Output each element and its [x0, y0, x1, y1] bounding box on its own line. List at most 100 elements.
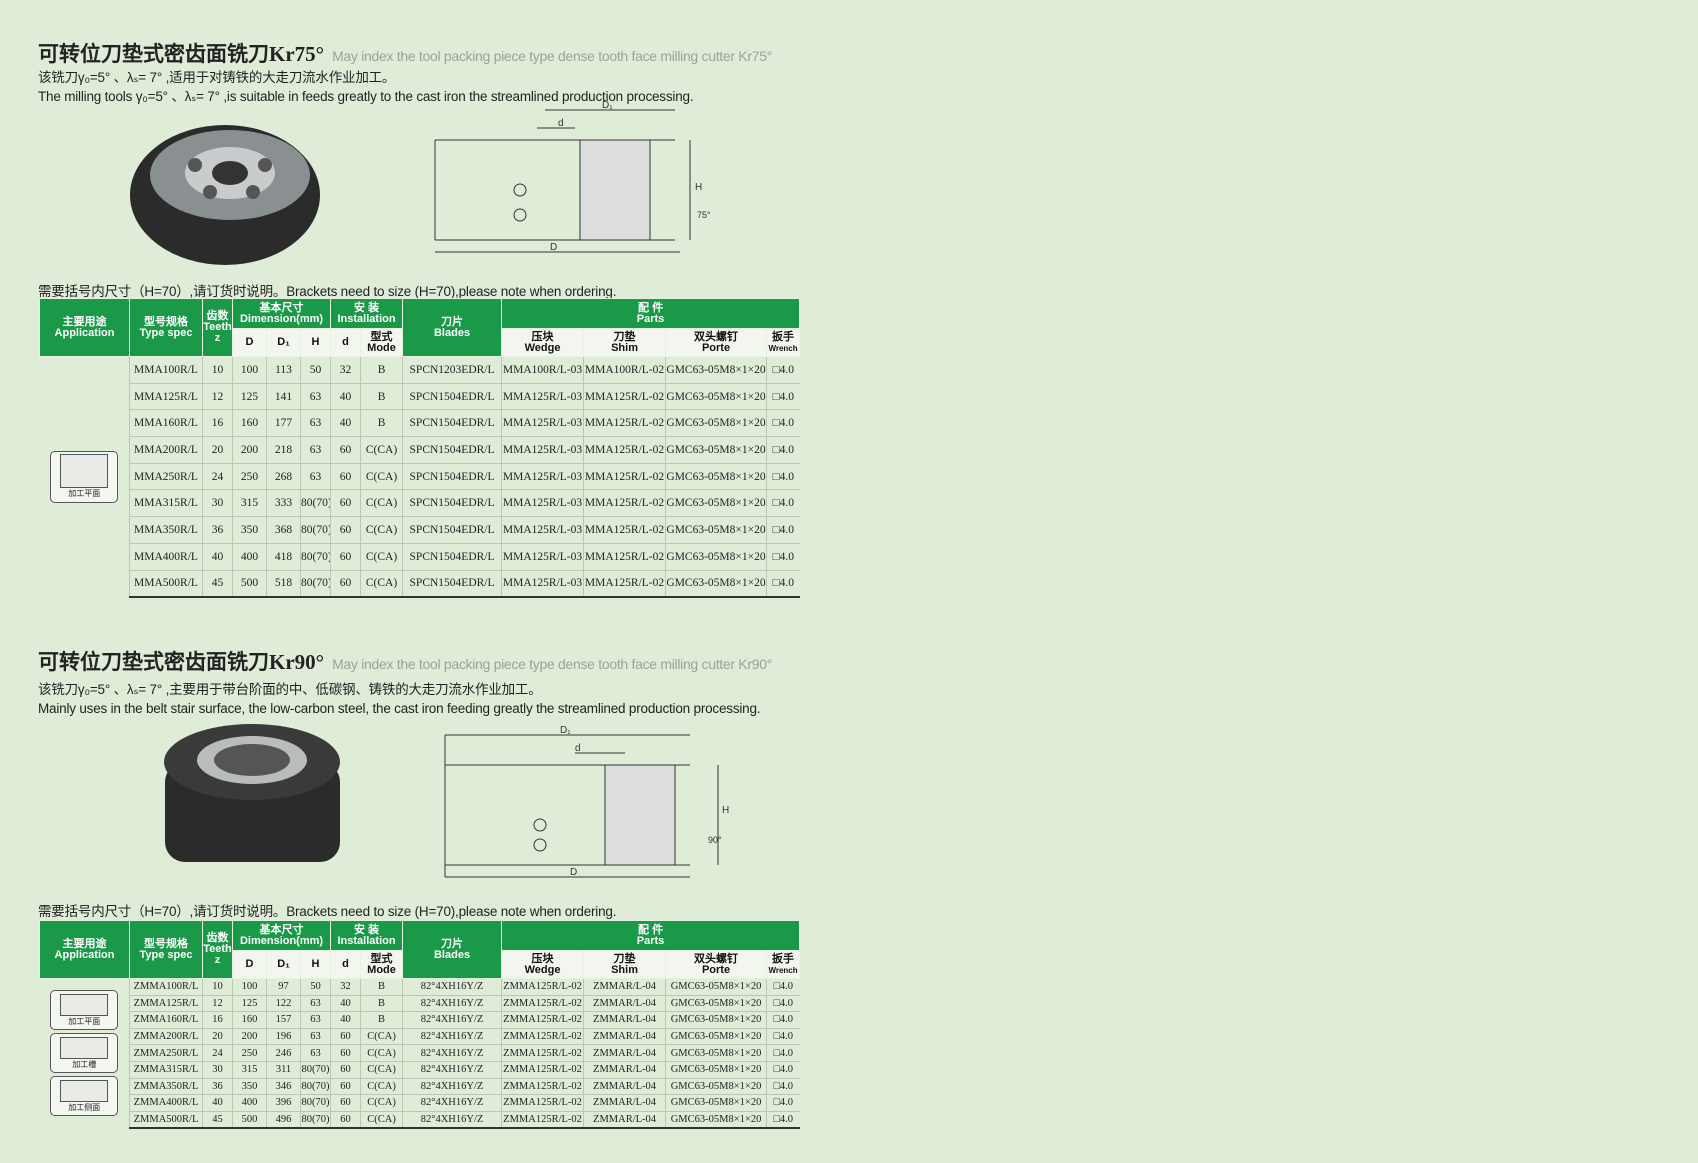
cell-wrench: □4.0: [766, 1094, 800, 1112]
cell-shim: ZMMAR/L-04: [583, 1111, 666, 1129]
label-d1: D₁: [560, 725, 571, 736]
header-mode_cn: 型式: [370, 952, 393, 965]
cell-teeth: 16: [202, 409, 233, 438]
table-row: ZMMA125R/L 12 125 122 63 40 B 82°4XH16Y/Z ZMMA12…: [40, 995, 800, 1013]
header-mode_cn: 型式: [370, 330, 393, 343]
table-row: ZMMA200R/L 20 200 196 63 60 C(CA) 82°4XH16Y/Z ZM…: [40, 1028, 800, 1046]
cell-D1: 368: [266, 516, 301, 544]
cell-teeth: 12: [202, 383, 233, 411]
cell-shim: ZMMAR/L-04: [583, 995, 666, 1013]
cell-blades: SPCN1203EDR/L: [402, 356, 502, 384]
cell-blades: 82°4XH16Y/Z: [402, 1094, 502, 1112]
cell-teeth: 45: [202, 570, 233, 598]
cell-wedge: MMA125R/L-03: [501, 570, 584, 598]
cell-H: 50: [299, 356, 331, 384]
cell-teeth: 20: [202, 1028, 233, 1046]
cell-shim: MMA125R/L-02: [583, 570, 666, 598]
label-d: d: [558, 118, 564, 129]
cutter-diagram-kr75: D₁ d H 75° D: [434, 100, 711, 253]
cell-mode: B: [360, 978, 403, 996]
cell-blades: 82°4XH16Y/Z: [402, 1111, 502, 1129]
header-D1: D₁: [277, 336, 290, 348]
cell-D1: 418: [266, 543, 301, 571]
label-h: H: [695, 182, 702, 193]
cell-D: 160: [232, 1011, 267, 1029]
cell-porte: GMC63-05M8×1×20: [665, 489, 767, 518]
cell-wedge: ZMMA125R/L-02: [501, 1061, 584, 1079]
cell-porte: GMC63-05M8×1×20: [665, 1028, 767, 1046]
cell-mode: B: [360, 356, 403, 384]
table-row: ZMMA500R/L 45 500 496 80(70) 60 C(CA) 82°4XH16Y…: [40, 1111, 800, 1129]
header-wrench_en: Wrench: [768, 343, 798, 353]
cell-d: 40: [330, 383, 361, 411]
cell-teeth: 30: [202, 1061, 233, 1079]
title-cn: 可转位刀垫式密齿面铣刀Kr90°: [38, 650, 325, 674]
application-icon: 加工槽: [50, 1033, 119, 1074]
cell-wrench: □4.0: [766, 995, 800, 1013]
cell-wedge: MMA125R/L-03: [501, 409, 584, 438]
header-porte_cn: 双头螺钉: [694, 330, 739, 343]
application-label: 加工槽: [72, 1059, 97, 1069]
cell-teeth: 36: [202, 1078, 233, 1096]
header-blades_cn: 刀片: [441, 315, 464, 328]
cell-porte: GMC63-05M8×1×20: [665, 383, 767, 411]
cell-shim: ZMMAR/L-04: [583, 1011, 666, 1029]
cell-mode: B: [360, 383, 403, 411]
cell-wrench: □4.0: [766, 356, 800, 384]
header-d: d: [342, 958, 349, 970]
cell-D: 350: [232, 1078, 267, 1096]
cell-shim: ZMMAR/L-04: [583, 978, 666, 996]
cell-blades: SPCN1504EDR/L: [402, 543, 502, 571]
cell-blades: 82°4XH16Y/Z: [402, 978, 502, 996]
cell-type: MMA400R/L: [129, 543, 203, 571]
cell-wrench: □4.0: [766, 516, 800, 544]
cell-teeth: 24: [202, 1044, 233, 1062]
cell-shim: MMA125R/L-02: [583, 516, 666, 544]
header-application_en: Application: [54, 948, 115, 961]
header-application_cn: 主要用途: [62, 315, 107, 328]
label-d1: D₁: [602, 100, 613, 111]
cell-type: ZMMA160R/L: [129, 1011, 203, 1029]
header-wedge_en: Wedge: [524, 963, 561, 976]
cell-mode: C(CA): [360, 543, 403, 571]
title-cn: 可转位刀垫式密齿面铣刀Kr75°: [38, 42, 325, 66]
cell-D1: 122: [266, 995, 301, 1013]
ordering-note: 需要括号内尺寸（H=70）,请订货时说明。Brackets need to si…: [38, 904, 617, 919]
cell-mode: C(CA): [360, 1111, 403, 1129]
cell-H: 80(70): [299, 516, 331, 544]
table-row: MMA160R/L 16 160 177 63 40 B SPCN1504EDR/L MMA12…: [40, 409, 800, 438]
cell-teeth: 16: [202, 1011, 233, 1029]
cell-shim: MMA125R/L-02: [583, 463, 666, 491]
cell-mode: B: [360, 409, 403, 438]
description-en: The milling tools γ₀=5° 、λₛ= 7° ,is suit…: [38, 89, 694, 104]
cell-d: 60: [330, 1061, 361, 1079]
header-type_cn: 型号规格: [144, 315, 188, 328]
header-shim_cn: 刀垫: [613, 952, 636, 965]
header-H: H: [311, 336, 320, 348]
table-row: 加工平面 MMA100R/L 10 100 113 50 32 B SPCN1203EDR/L M…: [40, 356, 800, 503]
header-dimension_en: Dimension(mm): [239, 934, 324, 947]
header-mode_en: Mode: [367, 341, 396, 354]
label-d: d: [575, 743, 581, 754]
cell-d: 32: [330, 356, 361, 384]
cell-teeth: 36: [202, 516, 233, 544]
header-installation_cn: 安 装: [354, 923, 380, 936]
cell-D1: 141: [266, 383, 301, 411]
cell-mode: C(CA): [360, 489, 403, 518]
cell-D: 350: [232, 516, 267, 544]
cell-H: 80(70): [299, 1061, 331, 1079]
cell-H: 63: [299, 995, 331, 1013]
cell-type: ZMMA400R/L: [129, 1094, 203, 1112]
cell-wedge: ZMMA125R/L-02: [501, 1011, 584, 1029]
cell-teeth: 24: [202, 463, 233, 491]
table-row: ZMMA350R/L 36 350 346 80(70) 60 C(CA) 82°4XH16Y…: [40, 1078, 800, 1096]
cell-H: 63: [299, 436, 331, 464]
table-row: MMA200R/L 20 200 218 63 60 C(CA) SPCN1504EDR/L M…: [40, 436, 800, 464]
header-wrench_cn: 扳手: [772, 952, 795, 965]
cell-type: ZMMA350R/L: [129, 1078, 203, 1096]
cell-wrench: □4.0: [766, 436, 800, 464]
header-mode_en: Mode: [367, 963, 396, 976]
label-D: D: [550, 242, 557, 253]
cell-porte: GMC63-05M8×1×20: [665, 356, 767, 384]
cell-H: 63: [299, 1011, 331, 1029]
